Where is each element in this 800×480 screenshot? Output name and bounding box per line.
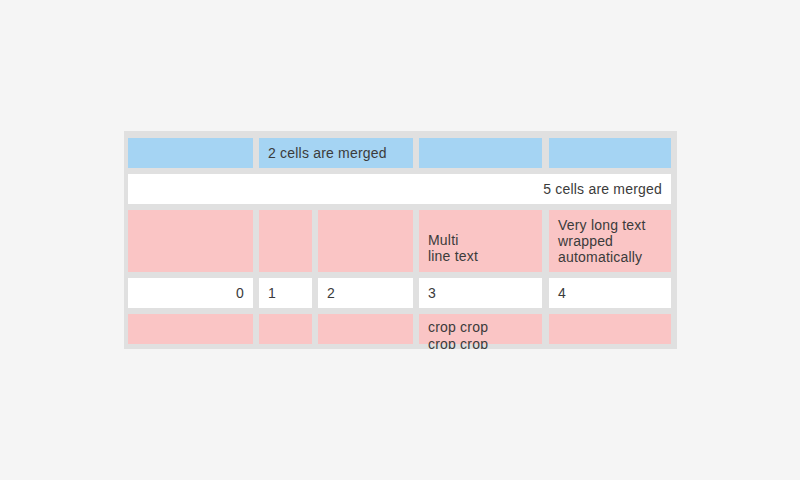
table-cell-merged-2[interactable]: 2 cells are merged — [259, 138, 413, 168]
table-cell-number-0[interactable]: 0 — [128, 278, 253, 308]
table-cell-r1c4[interactable] — [419, 138, 542, 168]
table-cell-r3c2[interactable] — [259, 210, 312, 272]
table-cell-cropped-text[interactable]: crop crop crop crop crop crop crop crop — [419, 314, 542, 344]
table-cell-merged-5[interactable]: 5 cells are merged — [128, 174, 671, 204]
merged-cells-table: 2 cells are merged 5 cells are merged Mu… — [124, 131, 677, 349]
table-cell-r5c1[interactable] — [128, 314, 253, 344]
table-cell-r3c1[interactable] — [128, 210, 253, 272]
table-cell-number-4[interactable]: 4 — [549, 278, 671, 308]
table-cell-r5c2[interactable] — [259, 314, 312, 344]
table-cell-r1c5[interactable] — [549, 138, 671, 168]
table-cell-wrapped-text[interactable]: Very long text wrapped automatically — [549, 210, 671, 272]
table-cell-number-3[interactable]: 3 — [419, 278, 542, 308]
cropped-text: crop crop crop crop crop crop crop crop — [428, 319, 506, 349]
screen: 2 cells are merged 5 cells are merged Mu… — [0, 0, 800, 480]
table-cell-r1c1[interactable] — [128, 138, 253, 168]
table-cell-r3c3[interactable] — [318, 210, 413, 272]
table-cell-number-2[interactable]: 2 — [318, 278, 413, 308]
table-cell-r5c5[interactable] — [549, 314, 671, 344]
table-cell-multiline[interactable]: Multi line text — [419, 210, 542, 272]
table-cell-number-1[interactable]: 1 — [259, 278, 312, 308]
table-cell-r5c3[interactable] — [318, 314, 413, 344]
